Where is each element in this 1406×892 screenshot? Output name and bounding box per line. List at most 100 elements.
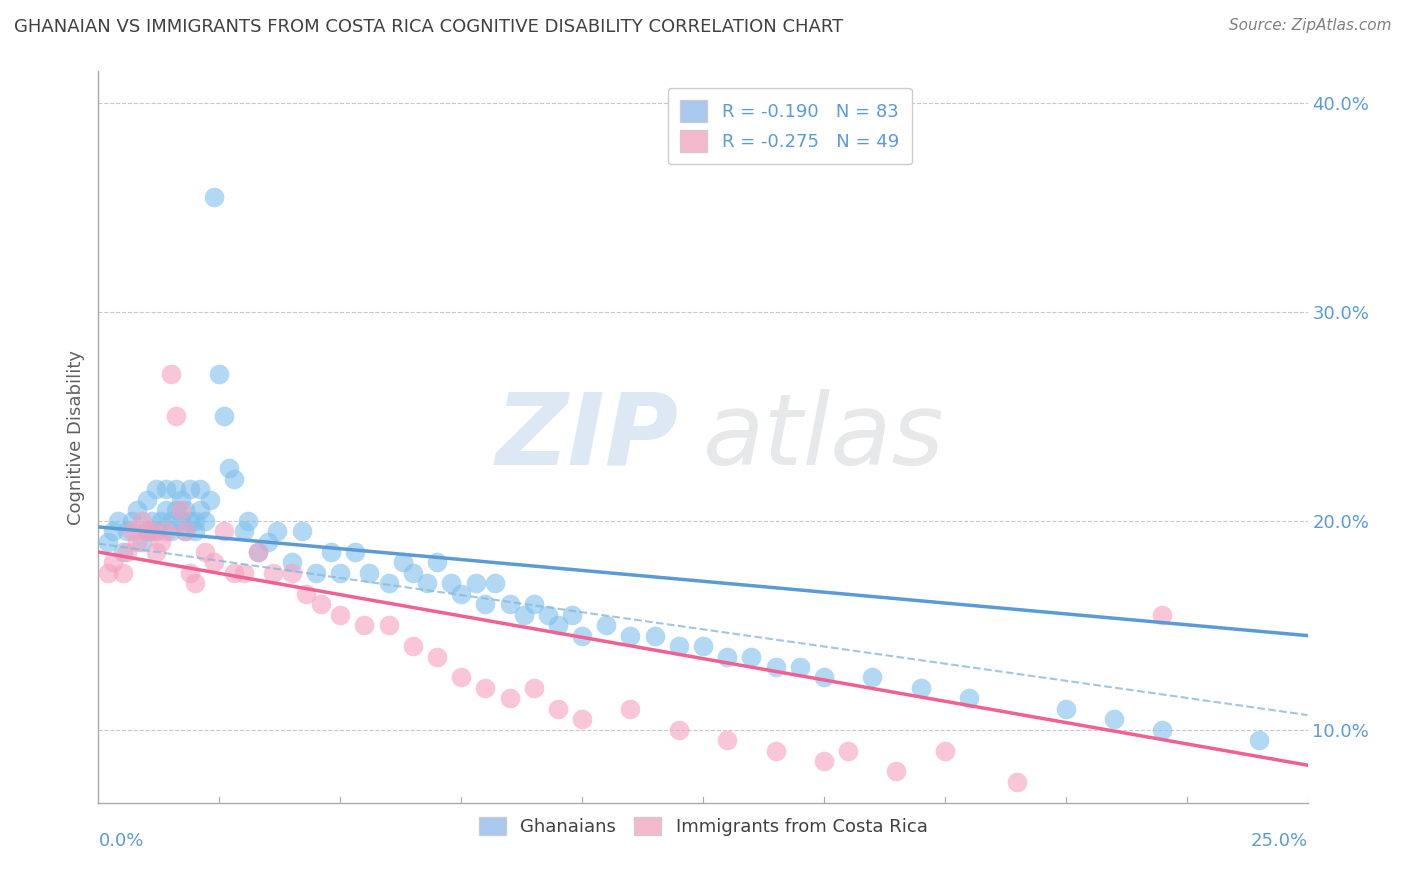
Point xyxy=(141,524,163,538)
Point xyxy=(204,190,226,204)
Point xyxy=(160,368,183,382)
Point xyxy=(595,618,617,632)
Point xyxy=(547,702,569,716)
Point xyxy=(165,409,187,424)
Point xyxy=(377,618,399,632)
Point xyxy=(155,524,177,538)
Text: 0.0%: 0.0% xyxy=(98,832,143,850)
Point xyxy=(247,545,270,559)
Point xyxy=(474,681,496,695)
Point xyxy=(319,545,342,559)
Point xyxy=(141,514,163,528)
Point xyxy=(127,534,149,549)
Point xyxy=(498,691,520,706)
Point xyxy=(198,492,221,507)
Point xyxy=(262,566,284,580)
Point xyxy=(426,649,449,664)
Point xyxy=(440,576,463,591)
Point xyxy=(145,545,167,559)
Point xyxy=(934,743,956,757)
Point xyxy=(184,514,207,528)
Point xyxy=(498,597,520,611)
Point xyxy=(131,514,153,528)
Point xyxy=(668,723,690,737)
Point xyxy=(668,639,690,653)
Point xyxy=(740,649,762,664)
Point xyxy=(1249,733,1271,747)
Point xyxy=(107,514,129,528)
Point xyxy=(135,492,157,507)
Point xyxy=(343,545,366,559)
Point xyxy=(450,587,472,601)
Point xyxy=(184,524,207,538)
Point xyxy=(329,607,352,622)
Point xyxy=(188,503,211,517)
Point xyxy=(290,524,312,538)
Point xyxy=(571,712,593,726)
Y-axis label: Cognitive Disability: Cognitive Disability xyxy=(66,350,84,524)
Point xyxy=(789,660,811,674)
Point xyxy=(208,368,231,382)
Point xyxy=(218,461,240,475)
Point xyxy=(174,503,197,517)
Point xyxy=(561,607,583,622)
Point xyxy=(644,629,666,643)
Text: 25.0%: 25.0% xyxy=(1250,832,1308,850)
Point xyxy=(377,576,399,591)
Point xyxy=(537,607,560,622)
Point xyxy=(97,566,120,580)
Point xyxy=(281,556,304,570)
Point xyxy=(281,566,304,580)
Text: Source: ZipAtlas.com: Source: ZipAtlas.com xyxy=(1229,18,1392,33)
Point xyxy=(111,545,134,559)
Point xyxy=(309,597,332,611)
Point xyxy=(121,514,143,528)
Legend: Ghanaians, Immigrants from Costa Rica: Ghanaians, Immigrants from Costa Rica xyxy=(470,807,936,845)
Point xyxy=(305,566,328,580)
Point xyxy=(523,681,546,695)
Point xyxy=(692,639,714,653)
Point xyxy=(329,566,352,580)
Point xyxy=(910,681,932,695)
Point xyxy=(402,566,425,580)
Point xyxy=(145,524,167,538)
Point xyxy=(169,503,191,517)
Point xyxy=(232,566,254,580)
Point xyxy=(101,556,124,570)
Point xyxy=(547,618,569,632)
Point xyxy=(1007,775,1029,789)
Point xyxy=(232,524,254,538)
Point xyxy=(860,670,883,684)
Point xyxy=(513,607,536,622)
Point xyxy=(184,576,207,591)
Point xyxy=(179,483,201,497)
Point xyxy=(179,566,201,580)
Point xyxy=(266,524,288,538)
Text: GHANAIAN VS IMMIGRANTS FROM COSTA RICA COGNITIVE DISABILITY CORRELATION CHART: GHANAIAN VS IMMIGRANTS FROM COSTA RICA C… xyxy=(14,18,844,36)
Point xyxy=(155,503,177,517)
Point xyxy=(716,649,738,664)
Point xyxy=(169,514,191,528)
Point xyxy=(135,524,157,538)
Point xyxy=(131,534,153,549)
Point xyxy=(571,629,593,643)
Point xyxy=(169,492,191,507)
Point xyxy=(160,524,183,538)
Point xyxy=(353,618,375,632)
Point xyxy=(464,576,486,591)
Point xyxy=(127,503,149,517)
Point xyxy=(117,545,139,559)
Point xyxy=(765,743,787,757)
Point xyxy=(837,743,859,757)
Point xyxy=(392,556,415,570)
Point xyxy=(484,576,506,591)
Point xyxy=(97,534,120,549)
Point xyxy=(957,691,980,706)
Point xyxy=(160,514,183,528)
Point xyxy=(765,660,787,674)
Point xyxy=(150,534,173,549)
Point xyxy=(416,576,439,591)
Point xyxy=(256,534,278,549)
Point xyxy=(450,670,472,684)
Point xyxy=(188,483,211,497)
